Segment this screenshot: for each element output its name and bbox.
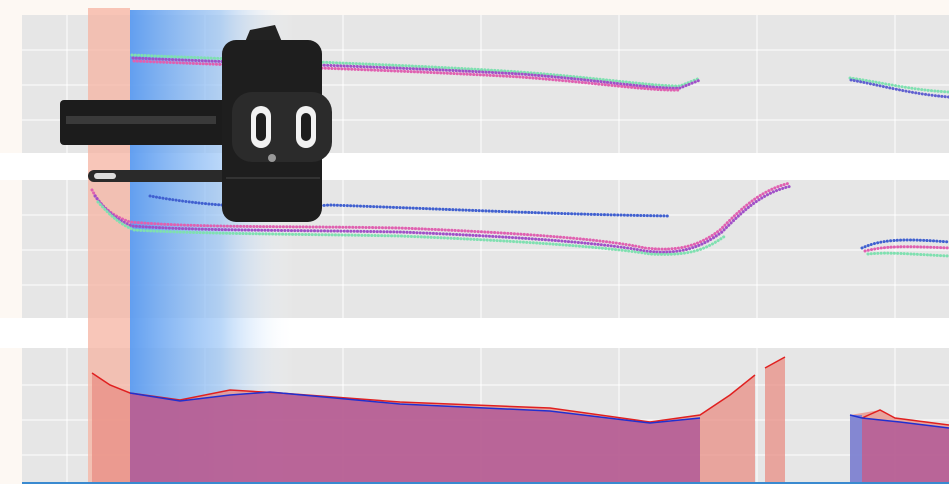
dot-series (849, 78, 949, 99)
device (60, 25, 332, 222)
dot-series (96, 200, 727, 256)
device-lever-hole (94, 173, 116, 179)
device-cap (245, 25, 282, 42)
purple-area (130, 392, 700, 484)
dot-series (848, 76, 949, 94)
red-line (91, 372, 756, 423)
blue-area (850, 415, 862, 484)
device-slot-inner (256, 113, 266, 141)
device-slot-inner (301, 113, 311, 141)
dot-series (866, 251, 949, 258)
device-face (232, 92, 332, 162)
dot-series (93, 184, 794, 254)
red-area (765, 357, 785, 484)
purple-area (862, 418, 949, 484)
dot-series (863, 245, 949, 253)
blue-line (129, 391, 701, 424)
device-screw (268, 154, 276, 162)
device-lever (88, 170, 228, 182)
red-line (764, 356, 786, 369)
dot-series (90, 181, 792, 251)
dot-series (148, 194, 672, 218)
dot-series (860, 238, 949, 250)
blue-line (849, 414, 949, 429)
device-arm-groove (66, 116, 216, 124)
red-line (861, 409, 949, 426)
